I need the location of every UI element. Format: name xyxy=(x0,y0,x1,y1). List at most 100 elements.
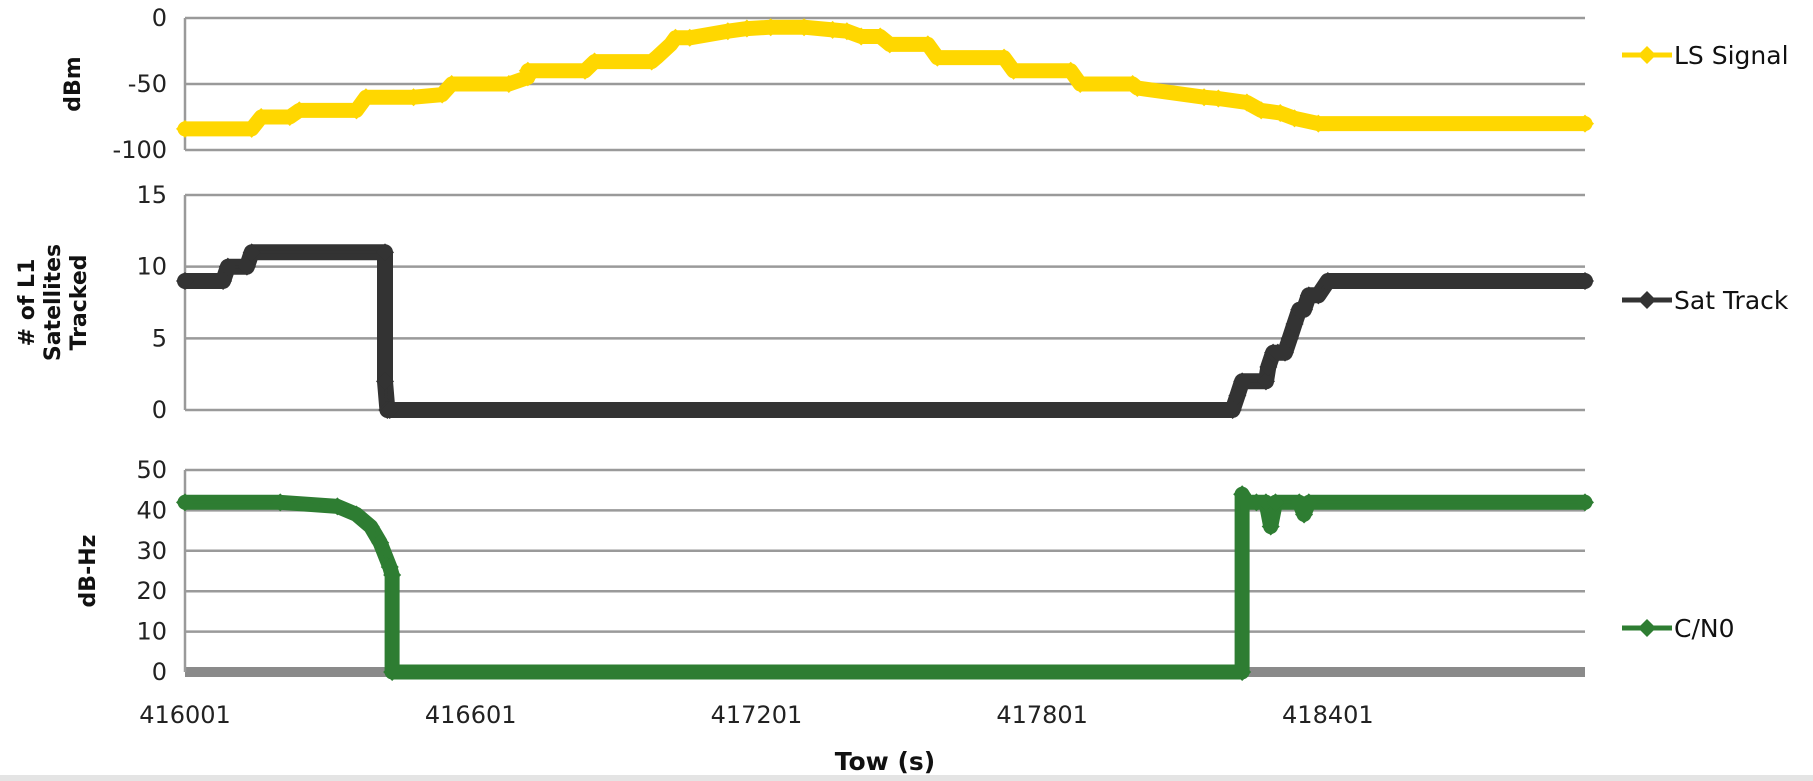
data-point xyxy=(795,18,814,37)
panel-sat-track: 15 10 5 0 # of L1SatellitesTracked xyxy=(15,181,1594,424)
data-point xyxy=(252,108,271,126)
data-point xyxy=(737,19,756,38)
series-line xyxy=(177,244,1593,418)
data-point xyxy=(1276,343,1294,362)
data-point xyxy=(1233,663,1252,681)
data-point xyxy=(214,272,233,290)
data-point xyxy=(176,493,194,512)
data-point xyxy=(1256,372,1275,391)
y-axis-label: dBm xyxy=(61,56,86,111)
legend-label: LS Signal xyxy=(1674,41,1789,70)
x-axis: 416001 416601 417201 417801 418401 xyxy=(139,701,1373,729)
y-tick-label: 10 xyxy=(136,253,167,281)
data-point xyxy=(328,497,347,516)
data-point xyxy=(1061,61,1080,80)
data-point xyxy=(680,28,699,47)
data-point xyxy=(1285,109,1304,128)
y-tick-label: 50 xyxy=(136,456,167,484)
x-tick-label: 418401 xyxy=(1282,701,1374,729)
data-point xyxy=(518,61,537,80)
y-tick-label: 0 xyxy=(152,4,167,32)
legend: LS Signal Sat Track C/N0 xyxy=(1622,41,1789,643)
data-point xyxy=(1256,493,1275,512)
legend-swatch-marker xyxy=(1638,291,1656,309)
data-point xyxy=(356,88,375,107)
data-point xyxy=(376,372,394,391)
y-tick-label: -100 xyxy=(113,136,167,164)
data-point xyxy=(380,401,399,419)
y-tick-label: 20 xyxy=(136,577,167,605)
x-tick-label: 417801 xyxy=(996,701,1088,729)
x-tick-label: 416601 xyxy=(425,701,517,729)
x-tick-label: 416001 xyxy=(139,701,231,729)
data-point xyxy=(761,18,780,37)
y-tick-label: -50 xyxy=(128,70,167,98)
data-point xyxy=(271,493,290,512)
data-point xyxy=(347,101,366,120)
data-point xyxy=(1237,493,1256,512)
data-point xyxy=(1309,114,1328,133)
data-point xyxy=(361,517,380,536)
data-point xyxy=(880,35,899,54)
y-tick-label: 0 xyxy=(152,396,167,424)
data-point xyxy=(1252,101,1271,120)
data-point xyxy=(347,505,366,524)
data-point xyxy=(1576,114,1594,133)
data-point xyxy=(1228,386,1247,405)
data-point xyxy=(1295,300,1314,319)
series-line xyxy=(177,486,1593,680)
data-point xyxy=(237,257,256,276)
y-tick-label: 5 xyxy=(152,324,167,352)
data-point xyxy=(376,243,394,262)
data-point xyxy=(176,272,194,290)
data-point xyxy=(1266,493,1285,512)
data-point xyxy=(1233,372,1252,391)
data-point xyxy=(1237,93,1256,112)
data-point xyxy=(1261,517,1280,536)
footer-divider xyxy=(0,775,1813,781)
data-point xyxy=(1576,272,1594,290)
data-point xyxy=(499,75,518,93)
data-point xyxy=(1247,493,1266,512)
data-point xyxy=(666,28,685,47)
data-point xyxy=(852,27,871,46)
data-point xyxy=(371,533,390,552)
data-point xyxy=(383,566,402,585)
data-point xyxy=(918,35,937,54)
legend-swatch-marker xyxy=(1638,46,1656,64)
data-point xyxy=(1071,75,1090,93)
data-point xyxy=(383,663,402,681)
data-point xyxy=(176,119,194,138)
data-point xyxy=(1128,78,1147,97)
data-point xyxy=(823,20,842,39)
data-point xyxy=(995,48,1014,67)
data-point xyxy=(1299,493,1318,512)
data-point xyxy=(290,101,309,120)
data-point xyxy=(585,52,604,71)
data-point xyxy=(1299,286,1318,305)
y-tick-label: 0 xyxy=(152,658,167,686)
data-point xyxy=(647,48,666,67)
data-point xyxy=(1271,104,1290,123)
panel-cn0: 50 40 30 20 10 0 dB-Hz xyxy=(76,456,1594,686)
data-point xyxy=(1209,89,1228,108)
data-point xyxy=(718,22,737,41)
data-point xyxy=(1004,61,1023,80)
data-point xyxy=(1195,88,1214,107)
data-point xyxy=(1285,315,1304,333)
data-point xyxy=(218,257,237,276)
legend-label: Sat Track xyxy=(1674,286,1789,315)
legend-swatch-marker xyxy=(1638,619,1656,637)
panel-ls-signal: 0 -50 -100 dBm xyxy=(61,4,1594,164)
y-tick-label: 15 xyxy=(136,181,167,209)
data-point xyxy=(1309,286,1328,305)
data-point xyxy=(576,61,594,80)
y-axis-label: # of L1SatellitesTracked xyxy=(15,244,92,361)
data-point xyxy=(1318,272,1337,290)
y-axis-label: dB-Hz xyxy=(76,535,101,608)
data-point xyxy=(1576,493,1594,512)
x-tick-label: 417201 xyxy=(711,701,803,729)
data-point xyxy=(404,88,423,107)
legend-label: C/N0 xyxy=(1674,614,1735,643)
